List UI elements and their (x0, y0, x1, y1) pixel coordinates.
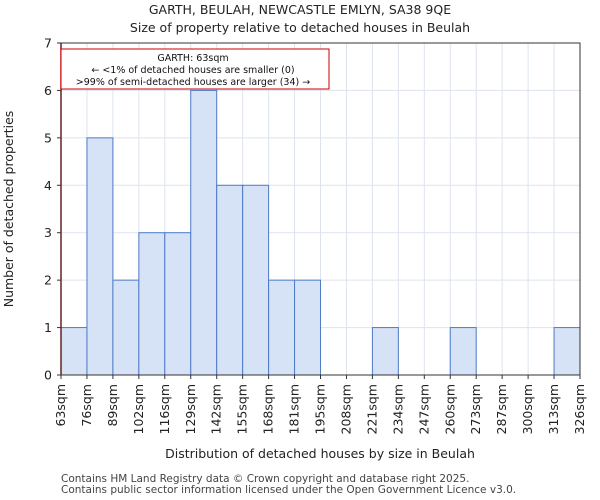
footer-line-2: Contains public sector information licen… (61, 484, 517, 496)
annotation-line-3: >99% of semi-detached houses are larger … (76, 77, 310, 88)
x-tick-label: 102sqm (131, 384, 146, 434)
x-tick-label: 129sqm (183, 384, 198, 434)
bar-89sqm (112, 279, 140, 376)
x-tick-label: 326sqm (572, 384, 587, 434)
bar-181sqm (294, 279, 321, 376)
y-tick-label: 0 (44, 368, 52, 383)
bar-116sqm (164, 232, 192, 376)
y-tick-label: 5 (44, 130, 52, 145)
y-axis-ticks: 0 1 2 3 4 5 6 7 (44, 36, 61, 383)
y-tick-label: 3 (44, 225, 52, 240)
y-tick-label: 6 (44, 83, 52, 98)
x-tick-label: 181sqm (287, 384, 302, 434)
bar-221sqm (371, 327, 399, 376)
x-tick-label: 287sqm (494, 384, 509, 434)
x-tick-label: 142sqm (209, 384, 224, 434)
bars (60, 89, 581, 376)
x-tick-label: 300sqm (520, 384, 535, 434)
x-tick-label: 273sqm (468, 384, 483, 434)
bar-260sqm (449, 327, 477, 376)
annotation-line-2: ← <1% of detached houses are smaller (0) (91, 65, 294, 76)
x-axis-ticks: 63sqm 76sqm 89sqm 102sqm 116sqm 129sqm 142sqm 1… (53, 375, 587, 434)
x-tick-label: 208sqm (338, 384, 353, 434)
x-tick-label: 168sqm (261, 384, 276, 434)
footer-line-1: Contains HM Land Registry data © Crown c… (61, 473, 470, 485)
bar-313sqm (553, 327, 581, 376)
y-tick-label: 2 (44, 273, 52, 288)
x-tick-label: 260sqm (442, 384, 457, 434)
y-tick-label: 7 (44, 36, 52, 51)
bar-168sqm (268, 279, 296, 376)
x-tick-label: 76sqm (79, 384, 94, 427)
x-tick-label: 155sqm (235, 384, 250, 434)
x-tick-label: 221sqm (364, 384, 379, 434)
annotation-box: GARTH: 63sqm ← <1% of detached houses ar… (60, 48, 330, 90)
bar-129sqm (190, 89, 218, 376)
bar-76sqm (86, 137, 114, 376)
x-tick-label: 63sqm (53, 384, 68, 427)
bar-63sqm (60, 327, 88, 376)
x-tick-label: 313sqm (546, 384, 561, 434)
x-tick-label: 247sqm (416, 384, 431, 434)
y-tick-label: 1 (44, 320, 52, 335)
chart-subtitle: Size of property relative to detached ho… (130, 20, 470, 35)
x-tick-label: 89sqm (105, 384, 120, 427)
bar-155sqm (242, 184, 270, 376)
x-tick-label: 116sqm (157, 384, 172, 434)
x-tick-label: 234sqm (390, 384, 405, 434)
y-tick-label: 4 (44, 178, 52, 193)
chart-title: GARTH, BEULAH, NEWCASTLE EMLYN, SA38 9QE (149, 2, 451, 17)
bar-142sqm (216, 184, 244, 376)
y-axis-label: Number of detached properties (1, 111, 16, 308)
bar-102sqm (138, 232, 166, 376)
x-axis-label: Distribution of detached houses by size … (165, 446, 475, 461)
x-tick-label: 195sqm (313, 384, 328, 434)
annotation-frame (60, 48, 330, 90)
annotation-line-1: GARTH: 63sqm (157, 53, 228, 64)
